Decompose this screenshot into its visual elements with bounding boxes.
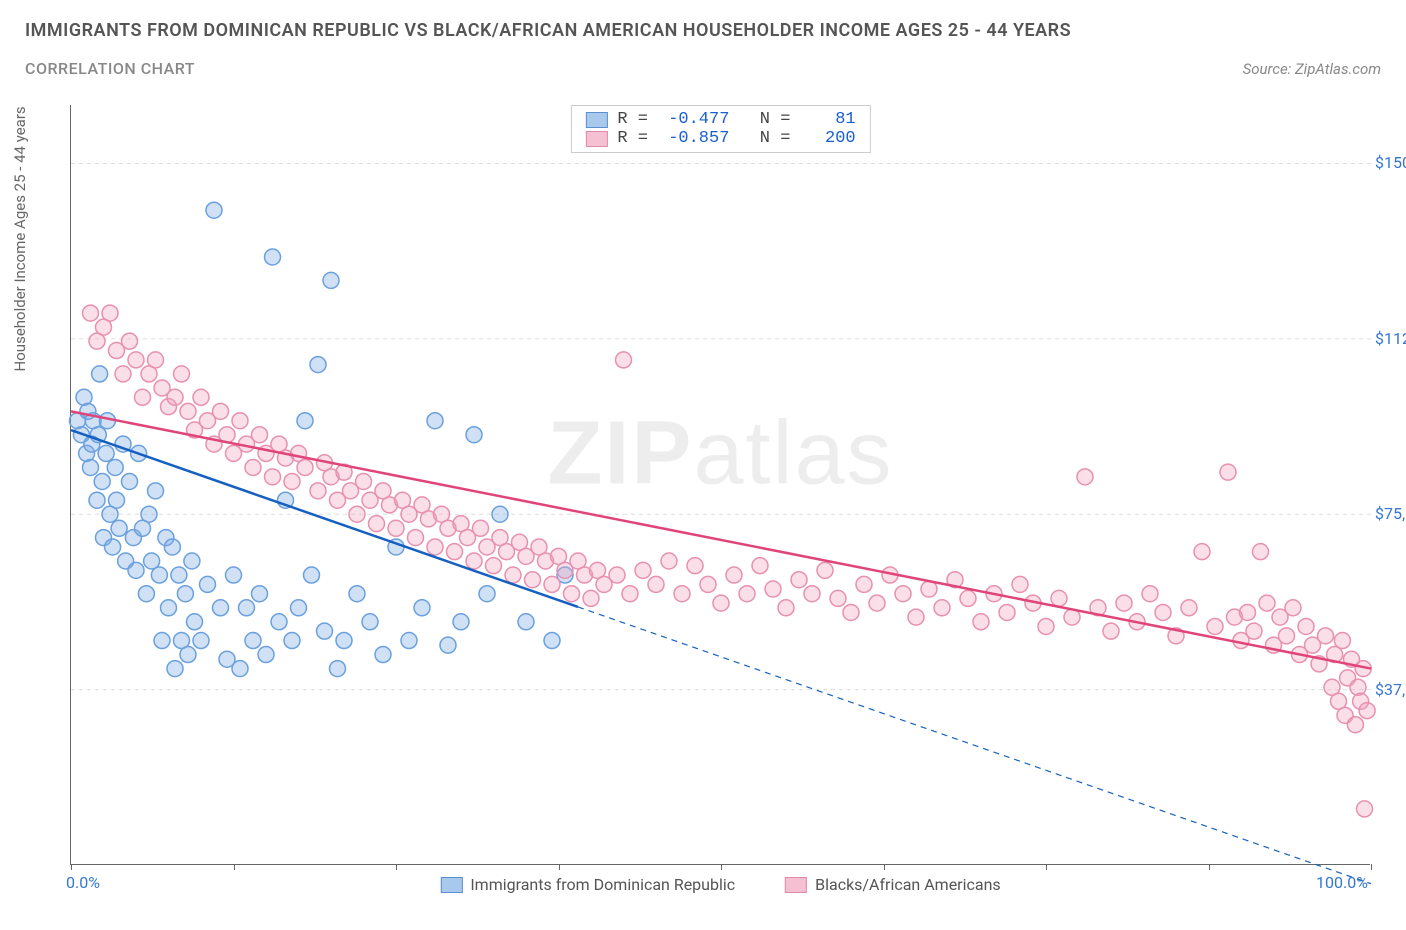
chart-container: Householder Income Ages 25 - 44 years ZI… — [25, 95, 1381, 905]
y-tick-label: $75,000 — [1375, 504, 1406, 523]
legend-item-dominican: Immigrants from Dominican Republic — [440, 875, 735, 894]
y-tick-label: $112,500 — [1375, 329, 1406, 348]
x-tick-label: 0.0% — [66, 873, 100, 892]
chart-subtitle: CORRELATION CHART — [25, 59, 195, 78]
legend-item-black: Blacks/African Americans — [785, 875, 1001, 894]
series-legend: Immigrants from Dominican Republic Black… — [440, 875, 1000, 894]
legend-row-black: R = -0.857 N = 200 — [585, 129, 855, 148]
legend-row-dominican: R = -0.477 N = 81 — [585, 110, 855, 129]
source-citation: Source: ZipAtlas.com — [1243, 60, 1381, 78]
chart-title: IMMIGRANTS FROM DOMINICAN REPUBLIC VS BL… — [25, 20, 1381, 41]
plot-area: ZIPatlas R = -0.477 N = 81 R = -0.857 N … — [70, 105, 1370, 865]
scatter-plot-svg — [71, 105, 1370, 864]
x-tick-label: 100.0% — [1316, 873, 1368, 892]
y-tick-label: $37,500 — [1375, 680, 1406, 699]
correlation-legend: R = -0.477 N = 81 R = -0.857 N = 200 — [570, 105, 870, 153]
y-axis-label: Householder Income Ages 25 - 44 years — [11, 106, 29, 371]
y-tick-label: $150,000 — [1375, 153, 1406, 172]
